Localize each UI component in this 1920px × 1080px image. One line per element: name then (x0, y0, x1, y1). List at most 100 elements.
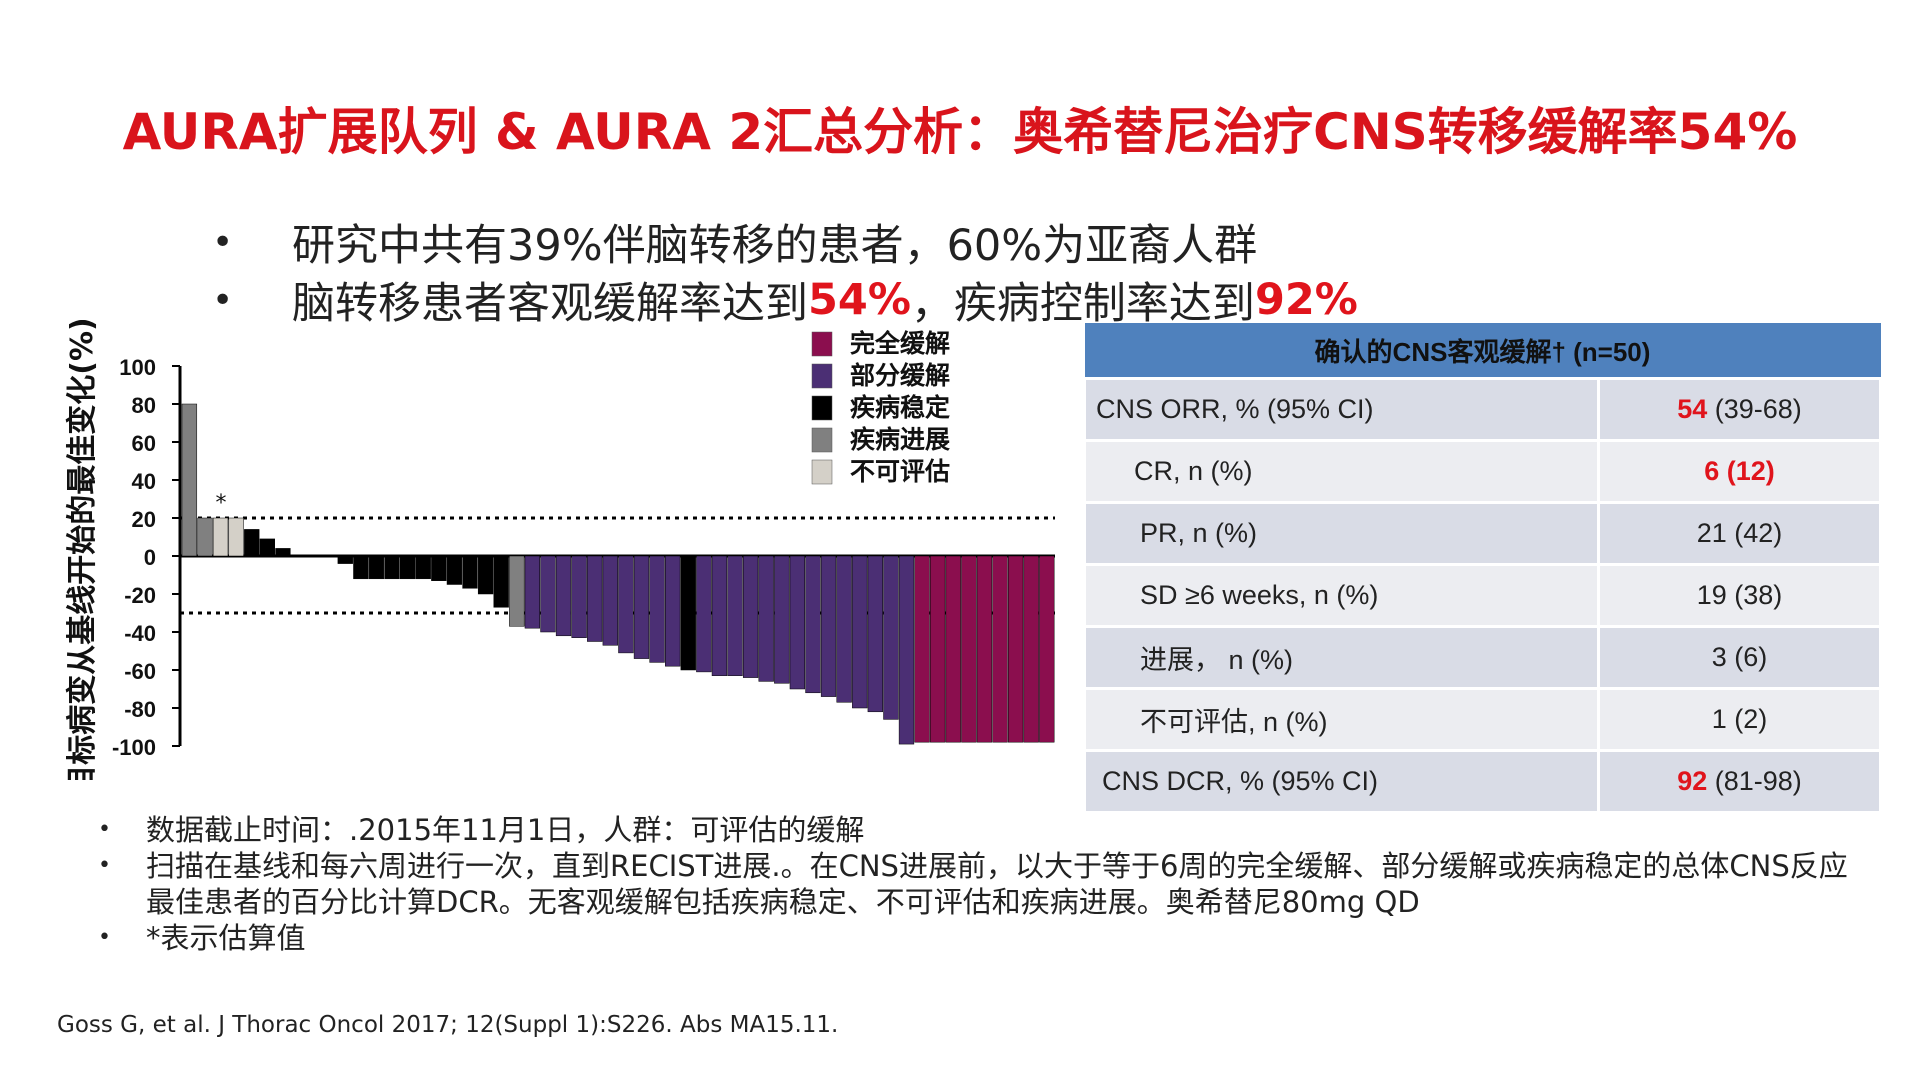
row-label: CNS DCR, % (95% CI) (1083, 749, 1600, 814)
bar (1023, 555, 1039, 743)
footnote-1: • 数据截止时间：.2015年11月1日，人群：可评估的缓解 (98, 812, 1858, 848)
bar (758, 555, 774, 682)
bar (789, 555, 806, 690)
dcr-value: 92% (1254, 275, 1358, 325)
legend-swatch (811, 363, 833, 389)
bullet-dot: • (212, 279, 234, 321)
row-value-text: 1 (2) (1711, 704, 1768, 734)
legend-swatch (811, 331, 833, 357)
bar (228, 517, 244, 557)
bar (524, 555, 541, 629)
bar (711, 555, 728, 676)
row-value: 19 (38) (1597, 563, 1882, 628)
y-tick-label: -40 (124, 621, 156, 646)
y-tick-label: 100 (119, 355, 156, 380)
y-tick-labels: 100 80 60 40 20 0 -20 -40 -60 -80 -100 (112, 355, 156, 760)
bars: * (181, 403, 1055, 745)
row-value-text: (81-98) (1707, 766, 1802, 796)
bar (649, 555, 665, 663)
legend-label: 完全缓解 (850, 329, 950, 358)
bar (618, 555, 634, 654)
bar (930, 555, 946, 743)
bar (540, 555, 556, 633)
bar (696, 555, 712, 673)
bar (306, 555, 322, 557)
bar (867, 555, 883, 713)
bar (742, 555, 759, 678)
bar (727, 555, 743, 676)
footnote-3-text: *表示估算值 (146, 921, 306, 955)
bar (992, 555, 1008, 743)
row-label: 进展， n (%) (1083, 625, 1600, 690)
bar (244, 529, 260, 557)
y-axis-label-group: 目标病变从基线开始的最佳变化(%) (65, 320, 100, 780)
footnote-1-text: 数据截止时间：.2015年11月1日，人群：可评估的缓解 (146, 813, 865, 847)
y-tick-label: 20 (132, 507, 156, 532)
bar (462, 555, 478, 589)
bar (976, 555, 993, 743)
finding-1-text: 研究中共有39%伴脑转移的患者，60%为亚裔人群 (292, 221, 1258, 271)
legend-swatch (811, 427, 833, 453)
row-value-text: 6 (12) (1704, 456, 1775, 486)
y-tick-label: -60 (124, 659, 156, 684)
row-value: 21 (42) (1597, 501, 1882, 566)
row-label: PR, n (%) (1083, 501, 1600, 566)
bar (961, 555, 977, 743)
bar (602, 555, 618, 646)
bar (415, 555, 431, 580)
bar (587, 555, 603, 642)
legend-label: 部分缓解 (850, 361, 950, 390)
bar (1007, 555, 1024, 743)
bar (493, 555, 509, 608)
bar (898, 555, 915, 745)
bar (914, 555, 930, 743)
bar (181, 403, 198, 557)
bar (431, 555, 447, 581)
y-tick-label: -80 (124, 697, 156, 722)
row-value-text: 3 (6) (1711, 642, 1768, 672)
bar (275, 548, 291, 557)
estimate-asterisk: * (215, 491, 226, 516)
table-header: 确认的CNS客观缓解† (n=50) (1084, 323, 1881, 379)
row-value-text: 19 (38) (1696, 580, 1783, 610)
row-value: 54 (39-68) (1597, 377, 1882, 442)
bar (212, 517, 229, 557)
row-value: 1 (2) (1597, 687, 1882, 752)
bar (774, 555, 790, 684)
bar (337, 555, 353, 564)
row-value-highlight: 54 (1677, 394, 1708, 424)
legend-label: 疾病稳定 (850, 393, 950, 422)
bar (259, 538, 275, 557)
bar (290, 555, 307, 557)
y-tick-label: -20 (124, 583, 156, 608)
key-findings: • 研究中共有39%伴脑转移的患者，60%为亚裔人群 • 脑转移患者客观缓解率达… (212, 213, 1358, 329)
slide-title: AURA扩展队列 & AURA 2汇总分析：奥希替尼治疗CNS转移缓解率54% (122, 103, 1798, 161)
bar (883, 555, 899, 720)
legend-label: 疾病进展 (850, 425, 950, 454)
finding-2-part-3: ，疾病控制率达到 (910, 279, 1255, 329)
bar (384, 555, 400, 580)
footnotes: • 数据截止时间：.2015年11月1日，人群：可评估的缓解 • 扫描在基线和每… (98, 812, 1858, 956)
y-tick-label: 80 (132, 393, 156, 418)
bar (852, 555, 868, 709)
row-value: 92 (81-98) (1597, 749, 1882, 814)
legend-label: 不可评估 (850, 457, 950, 486)
bar (477, 555, 494, 595)
orr-value: 54% (808, 275, 911, 325)
row-label: CNS ORR, % (95% CI) (1083, 377, 1600, 442)
row-value-text: (39-68) (1707, 394, 1802, 424)
bar (1039, 555, 1055, 743)
bar (400, 555, 416, 580)
finding-1: • 研究中共有39%伴脑转移的患者，60%为亚裔人群 (212, 213, 1358, 271)
finding-2: • 脑转移患者客观缓解率达到 54% ，疾病控制率达到 92% (212, 271, 1358, 329)
legend-swatch (811, 459, 833, 485)
waterfall-chart: 目标病变从基线开始的最佳变化(%) 100 80 60 40 20 0 -20 -40 -60 -… (65, 320, 1055, 780)
row-value: 3 (6) (1597, 625, 1882, 690)
cns-response-table: 确认的CNS客观缓解† (n=50) CNS ORR, % (95% CI) 54… (1083, 323, 1882, 814)
bar (555, 555, 572, 637)
legend-swatch (811, 395, 833, 421)
row-label: SD ≥6 weeks, n (%) (1083, 563, 1600, 628)
citation: Goss G, et al. J Thorac Oncol 2017; 12(S… (57, 1012, 839, 1038)
bar (836, 555, 852, 703)
